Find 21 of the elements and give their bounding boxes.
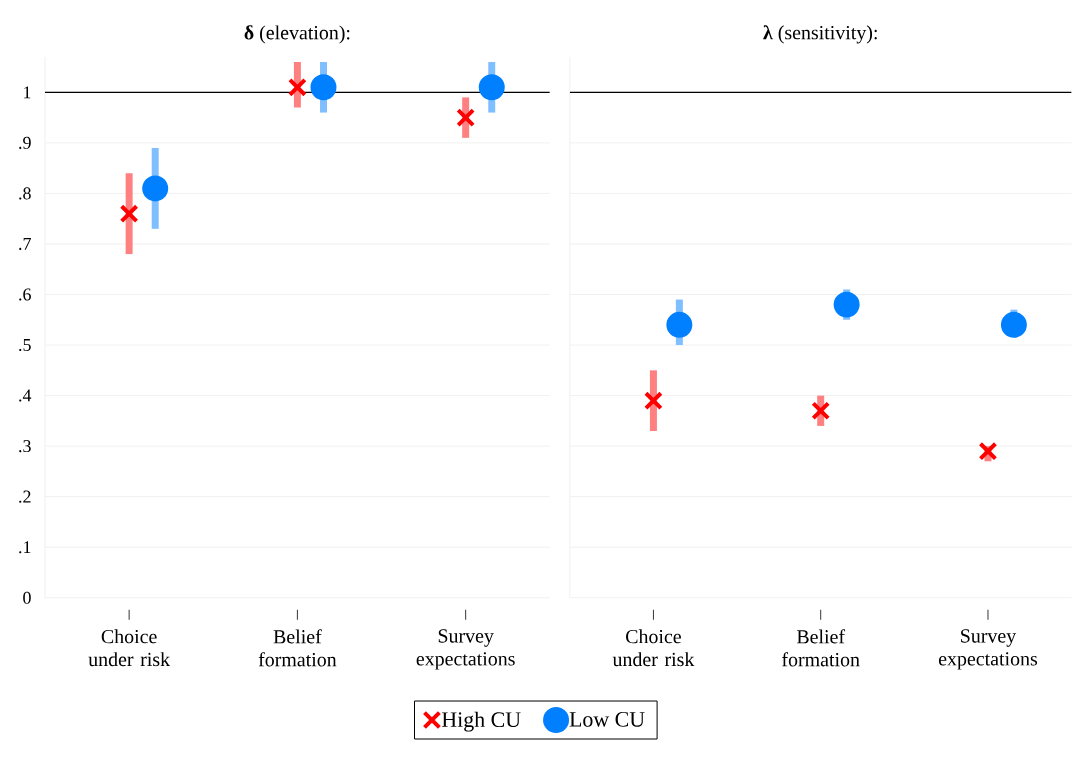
chart-title: λ (sensitivity): <box>763 25 877 44</box>
x-tick-label: Belief formation <box>258 629 337 667</box>
x-tick-label: Survey expectations <box>416 629 515 670</box>
y-tick-label: .9 <box>19 136 31 150</box>
legend-label: High CU <box>441 711 521 732</box>
y-tick-label: .5 <box>19 339 31 352</box>
y-tick-label: .7 <box>19 238 31 251</box>
y-tick-label: .6 <box>19 288 31 301</box>
x-tick-label: Belief formation <box>782 629 860 667</box>
y-tick-label: 1 <box>24 86 31 99</box>
x-tick-label: Choice under risk <box>612 629 695 667</box>
y-tick-label: .8 <box>19 187 31 200</box>
chart-title: δ (elevation): <box>244 25 350 44</box>
y-tick-label: .4 <box>19 389 32 402</box>
y-tick-label: .1 <box>19 541 31 554</box>
y-tick-label: .3 <box>19 440 31 453</box>
x-tick-label: Choice under risk <box>88 629 171 667</box>
y-tick-label: 0 <box>23 591 31 604</box>
x-tick-label: Survey expectations <box>938 629 1038 670</box>
y-tick-label: .2 <box>19 490 31 503</box>
legend-label: Low CU <box>569 712 645 727</box>
